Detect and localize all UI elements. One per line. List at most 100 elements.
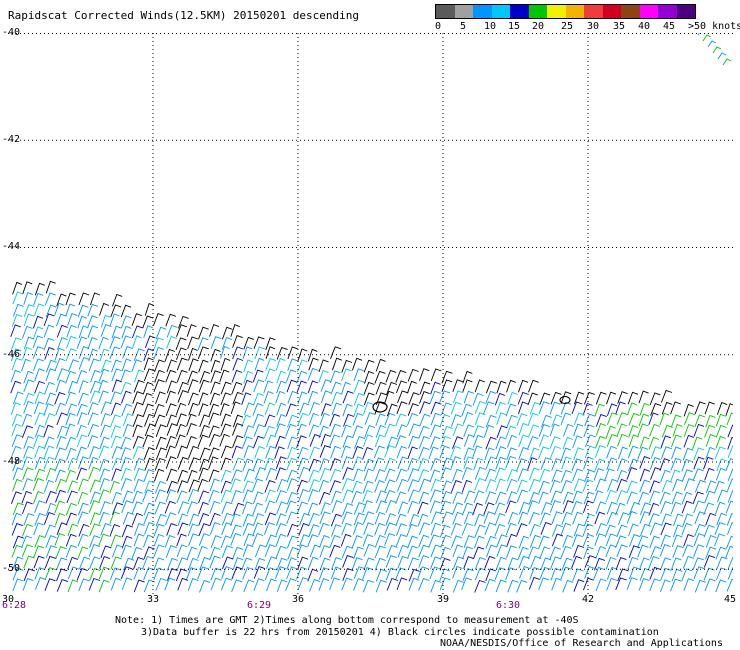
wind-barb [540,502,553,515]
wind-barb [111,293,123,307]
wind-barb [21,535,33,549]
wind-barb [131,359,142,372]
legend-label: 20 [532,21,545,32]
wind-barb [374,522,386,536]
wind-barb [78,292,90,306]
wind-barb [660,522,672,536]
wind-barb [67,480,79,494]
wind-barb [276,478,288,492]
wind-barb [429,469,441,483]
wind-barb [198,533,210,546]
wind-barb [144,335,156,349]
wind-barb [210,370,222,383]
wind-barb [166,336,178,349]
wind-barb [417,458,429,471]
wind-barb [143,325,154,338]
wind-barb [494,513,506,526]
wind-barb [133,566,145,580]
wind-barb [353,566,366,579]
wind-barb [242,522,254,536]
wind-barb [354,436,366,449]
wind-barb [45,392,57,406]
wind-barb [616,524,628,538]
wind-barb [34,368,45,381]
wind-barb [605,533,617,547]
wind-barb [319,511,331,525]
wind-barb [452,436,464,449]
wind-barbs [10,33,733,593]
wind-barb [528,512,540,525]
wind-barb [296,501,309,515]
wind-barb [573,423,584,437]
wind-barb [308,357,319,371]
wind-barb [395,435,407,448]
wind-barb [210,535,222,548]
wind-barb [484,522,496,535]
wind-barb [494,467,506,481]
wind-barb [34,380,46,394]
wind-barb [242,489,254,503]
wind-barb [165,456,177,469]
wind-barb [375,392,387,406]
wind-barb [188,402,199,416]
wind-barb [705,546,717,560]
wind-barb [650,403,662,416]
wind-barb [65,436,77,450]
wind-barb [353,379,365,393]
wind-barb [637,446,649,460]
wind-barb [188,457,200,470]
wind-barb [518,555,530,569]
wind-barb [164,348,175,362]
wind-barb [77,546,89,560]
wind-barb [506,491,518,504]
wind-barb [155,447,167,461]
wind-barb [43,479,55,493]
wind-barb [134,369,145,383]
wind-barb [243,579,255,593]
wind-barb [99,556,111,569]
wind-barb [252,513,264,526]
wind-barb [34,577,47,590]
wind-barb [154,369,165,383]
wind-barb [439,546,452,560]
wind-barb [65,292,76,306]
wind-barb [484,468,497,482]
wind-barb [395,513,407,527]
wind-barb [419,391,430,404]
wind-barb [54,347,65,361]
wind-barb [681,500,693,514]
wind-barb [474,412,486,425]
wind-barb [99,458,110,472]
wind-barb [76,403,88,417]
wind-barb [43,403,54,416]
wind-barb [639,479,651,493]
wind-barb [98,390,109,404]
wind-barb [320,379,332,392]
wind-barb [144,303,155,316]
wind-barb [308,469,320,483]
legend-swatch [528,5,547,18]
wind-barb [342,390,354,404]
wind-barb [648,556,660,569]
wind-barb [384,445,396,458]
wind-barb [77,315,88,329]
wind-barb [605,425,616,439]
wind-barb [77,412,88,425]
wind-barb [582,500,594,514]
wind-barb [66,324,77,338]
wind-barb [362,489,373,503]
wind-barb [175,568,188,582]
wind-barb [88,466,100,480]
wind-barb [343,413,355,427]
wind-barb [111,379,122,393]
wind-barb [571,534,583,547]
wind-barb [56,368,68,381]
longitude-label: 30 [2,594,15,605]
wind-barb [153,313,164,326]
wind-barb [408,489,420,503]
wind-barb [617,433,628,447]
wind-barb [627,445,639,459]
wind-barb [550,391,562,405]
wind-barb [208,403,219,417]
wind-barb [23,392,35,406]
